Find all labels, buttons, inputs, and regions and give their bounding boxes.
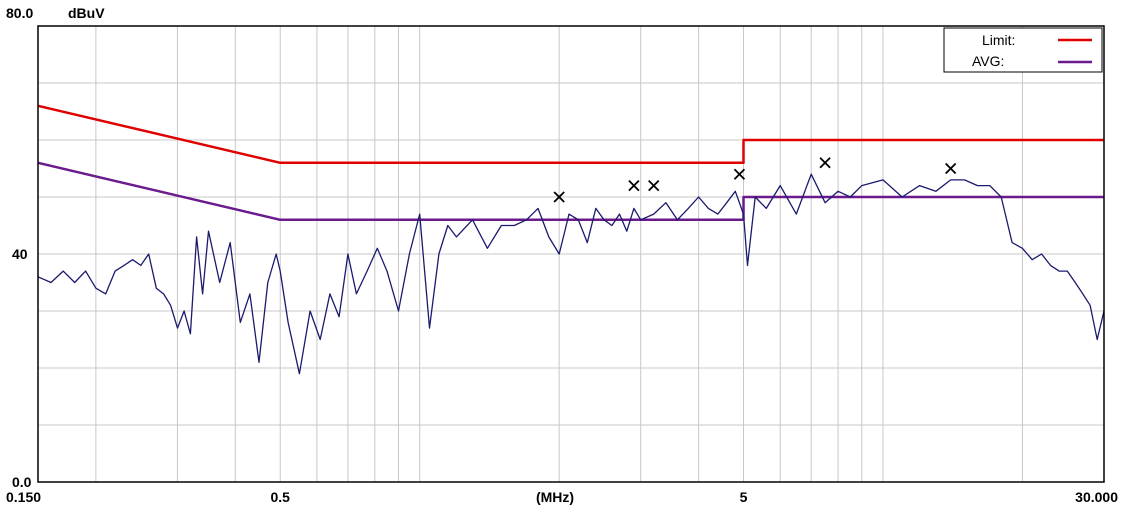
legend: Limit: AVG: (943, 27, 1103, 73)
plot-frame (37, 25, 1105, 483)
y-top-label: 80.0 (6, 5, 33, 21)
legend-box (943, 27, 1103, 73)
x-tick-label: 30.000 (1075, 489, 1118, 505)
peak-marker (733, 168, 746, 180)
peak-marker-stroke (648, 179, 660, 192)
legend-label-limit: Limit: (982, 32, 1015, 48)
plot-series (37, 104, 1105, 375)
peak-marker-stroke (945, 162, 957, 175)
peak-marker-stroke (733, 168, 746, 180)
measured-trace (37, 173, 1105, 375)
tick-labels: 0.150 0.5 5 30.000 40 0.0 (6, 246, 1118, 505)
y-unit-label: dBuV (68, 5, 105, 21)
x-unit-label: (MHz) (536, 489, 574, 505)
peak-marker (819, 157, 831, 169)
x-tick-label: 0.150 (6, 489, 41, 505)
y-tick-label: 0.0 (12, 474, 32, 490)
peak-markers (553, 157, 957, 203)
peak-marker (553, 191, 565, 203)
avg-limit-line (37, 161, 1104, 222)
peak-marker (648, 179, 660, 192)
x-tick-label: 5 (740, 489, 748, 505)
peak-marker-stroke (553, 191, 565, 203)
y-tick-label: 40 (12, 246, 28, 262)
x-tick-label: 0.5 (271, 489, 291, 505)
grid (38, 26, 1104, 482)
peak-marker (945, 162, 957, 175)
legend-label-avg: AVG: (972, 53, 1004, 69)
limit-line (37, 104, 1104, 165)
peak-marker-stroke (628, 179, 640, 192)
peak-marker-stroke (819, 157, 831, 169)
peak-marker (628, 179, 640, 192)
